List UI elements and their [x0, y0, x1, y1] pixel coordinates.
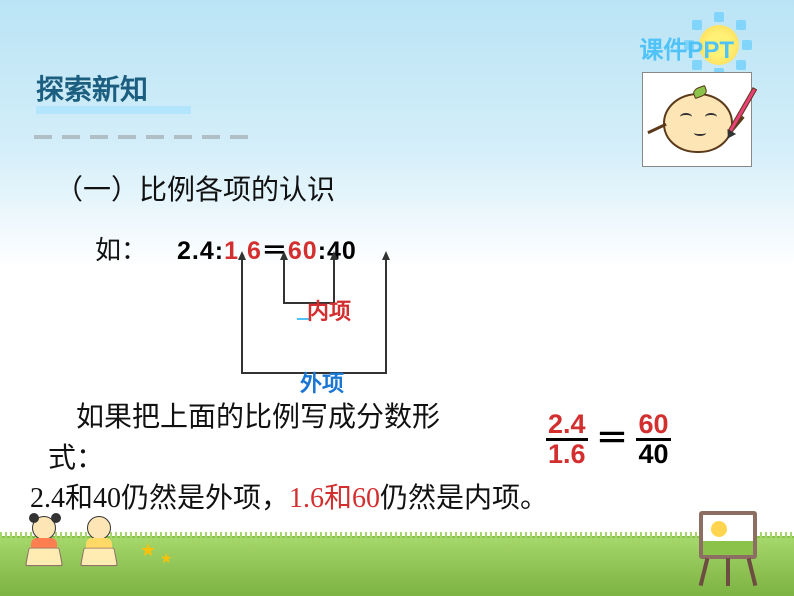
conclusion-text: 2.4和40仍然是外项，1.6和60仍然是内项。 [30, 476, 548, 516]
example-prefix: 如： [95, 230, 147, 267]
fraction-left: 2.4 1.6 [546, 411, 588, 468]
outer-arrow-right [385, 260, 387, 372]
dashes-divider [34, 135, 248, 139]
fraction-right: 60 40 [636, 411, 670, 468]
subsection-heading: （一）比例各项的认识 [55, 168, 754, 208]
inner-term-label: 内项 [307, 294, 351, 326]
star-icon: ★ [140, 540, 156, 561]
inner-arrow-left [283, 260, 285, 302]
outer-left: 2.4 [177, 237, 215, 265]
outer-arrow-left [241, 260, 243, 372]
kid-left-illustration [20, 516, 70, 586]
content-area: （一）比例各项的认识 如： 2.4:1.6＝60:40 [55, 168, 754, 267]
fraction-expression: 2.4 1.6 ＝ 60 40 [546, 411, 671, 468]
star-icon: ★ [160, 551, 173, 568]
kid-right-illustration [75, 516, 125, 586]
easel-illustration [694, 511, 764, 586]
outer-term-label: 外项 [300, 366, 344, 398]
apple-illustration [642, 72, 752, 167]
section-title-box: 探索新知 [30, 62, 191, 114]
watermark-text: 课件PPT [639, 30, 734, 65]
